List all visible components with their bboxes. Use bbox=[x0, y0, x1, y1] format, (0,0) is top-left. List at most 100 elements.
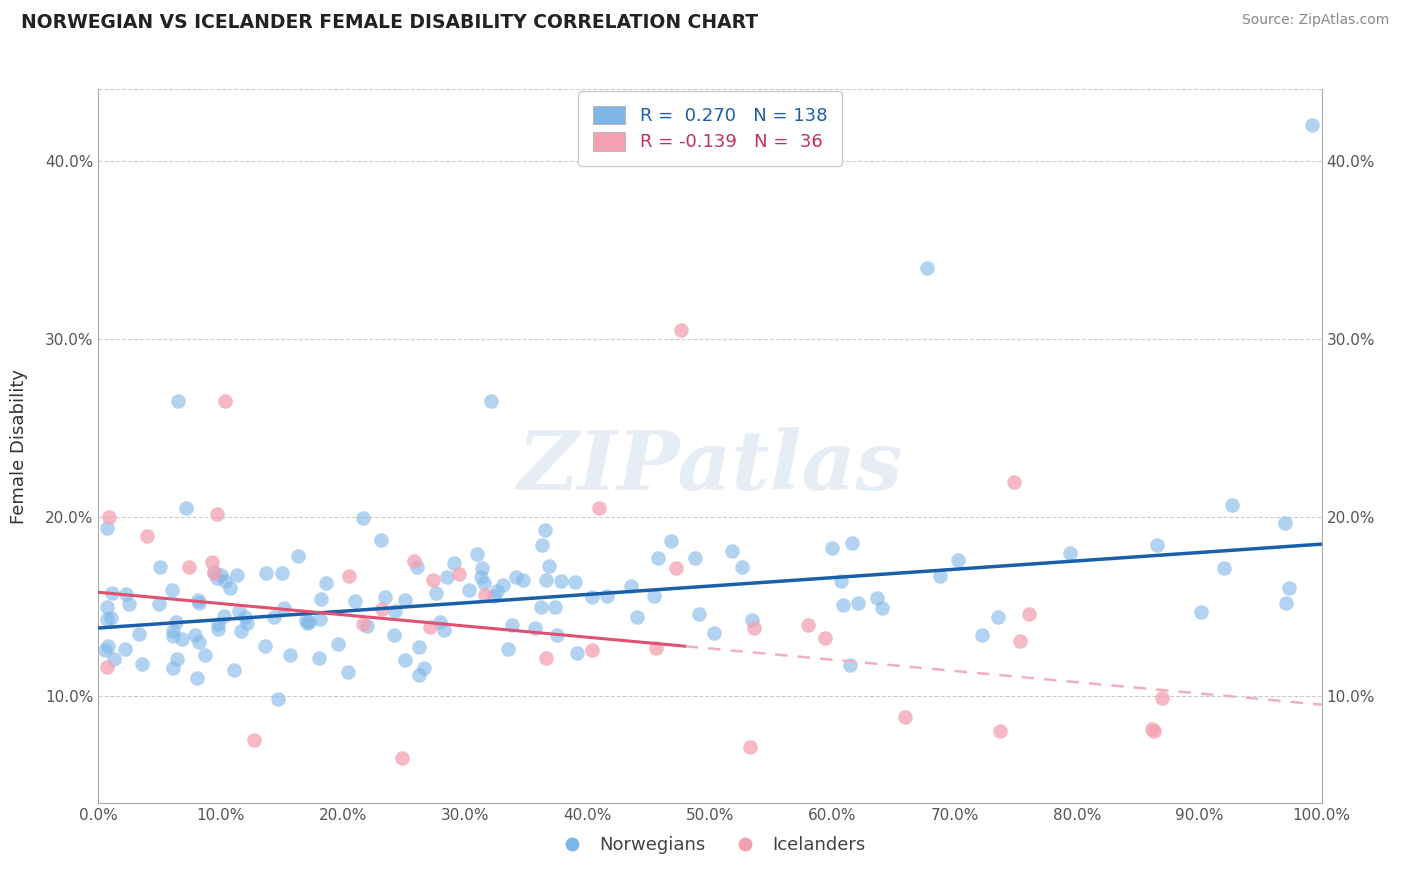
Point bbox=[391, 751, 413, 765]
Point bbox=[866, 591, 889, 605]
Point bbox=[731, 559, 754, 574]
Point bbox=[1152, 690, 1174, 705]
Point bbox=[135, 529, 157, 543]
Point bbox=[530, 538, 553, 552]
Point bbox=[294, 614, 316, 628]
Point bbox=[946, 553, 969, 567]
Point bbox=[167, 394, 190, 409]
Point bbox=[218, 581, 240, 595]
Point bbox=[162, 624, 184, 639]
Point bbox=[405, 560, 427, 574]
Point bbox=[352, 616, 374, 631]
Point bbox=[118, 597, 141, 611]
Point bbox=[315, 576, 337, 591]
Point bbox=[187, 593, 209, 607]
Point bbox=[170, 632, 193, 646]
Point bbox=[688, 607, 710, 622]
Point bbox=[987, 609, 1010, 624]
Point bbox=[1146, 538, 1168, 552]
Point bbox=[413, 661, 436, 675]
Point bbox=[96, 600, 118, 615]
Point bbox=[201, 555, 224, 569]
Point bbox=[103, 652, 125, 666]
Point bbox=[278, 648, 301, 662]
Point bbox=[193, 648, 215, 662]
Point bbox=[1213, 561, 1236, 575]
Point bbox=[183, 628, 205, 642]
Point bbox=[205, 508, 228, 522]
Point bbox=[374, 590, 396, 604]
Point bbox=[187, 596, 209, 610]
Point bbox=[382, 628, 405, 642]
Point bbox=[202, 565, 225, 579]
Point bbox=[482, 590, 505, 604]
Point bbox=[160, 582, 183, 597]
Point bbox=[273, 601, 295, 615]
Point bbox=[534, 573, 557, 587]
Point bbox=[841, 535, 863, 549]
Point bbox=[620, 579, 643, 593]
Point bbox=[96, 521, 118, 535]
Point bbox=[436, 570, 458, 584]
Point bbox=[543, 600, 565, 615]
Point bbox=[425, 586, 447, 600]
Point bbox=[326, 637, 349, 651]
Point bbox=[419, 620, 441, 634]
Point bbox=[214, 574, 236, 588]
Point bbox=[814, 632, 837, 646]
Point bbox=[429, 615, 451, 629]
Point bbox=[97, 639, 120, 653]
Point bbox=[149, 560, 172, 574]
Point bbox=[271, 566, 294, 581]
Point bbox=[645, 640, 668, 655]
Point bbox=[1143, 724, 1166, 739]
Point bbox=[893, 710, 915, 724]
Text: ZIPatlas: ZIPatlas bbox=[517, 427, 903, 508]
Point bbox=[838, 657, 860, 672]
Point bbox=[114, 641, 136, 656]
Point bbox=[186, 671, 208, 685]
Point bbox=[422, 573, 444, 587]
Point bbox=[581, 643, 603, 657]
Point bbox=[207, 622, 229, 636]
Point bbox=[1301, 118, 1323, 132]
Point bbox=[229, 624, 252, 638]
Point bbox=[449, 567, 471, 582]
Point bbox=[101, 586, 124, 600]
Point bbox=[665, 561, 688, 575]
Point bbox=[205, 571, 228, 585]
Point bbox=[131, 657, 153, 672]
Point bbox=[915, 260, 938, 275]
Point bbox=[534, 523, 557, 537]
Point bbox=[228, 604, 250, 618]
Point bbox=[465, 547, 488, 561]
Point bbox=[626, 609, 648, 624]
Point bbox=[287, 549, 309, 563]
Point bbox=[720, 544, 742, 558]
Point bbox=[848, 596, 870, 610]
Point bbox=[371, 602, 394, 616]
Point bbox=[567, 646, 589, 660]
Point bbox=[669, 323, 692, 337]
Point bbox=[474, 587, 496, 601]
Point bbox=[408, 668, 430, 682]
Point bbox=[492, 578, 515, 592]
Point bbox=[352, 510, 374, 524]
Text: Source: ZipAtlas.com: Source: ZipAtlas.com bbox=[1241, 13, 1389, 28]
Point bbox=[202, 566, 225, 580]
Point bbox=[512, 574, 534, 588]
Point bbox=[1278, 581, 1301, 595]
Point bbox=[928, 569, 950, 583]
Point bbox=[209, 568, 232, 582]
Point bbox=[588, 501, 610, 516]
Point bbox=[207, 617, 229, 632]
Point bbox=[486, 583, 509, 598]
Point bbox=[254, 566, 277, 581]
Point bbox=[253, 639, 276, 653]
Point bbox=[148, 597, 170, 611]
Point bbox=[537, 558, 560, 573]
Point bbox=[472, 575, 495, 590]
Point bbox=[740, 740, 762, 755]
Point bbox=[546, 628, 568, 642]
Point bbox=[530, 600, 553, 615]
